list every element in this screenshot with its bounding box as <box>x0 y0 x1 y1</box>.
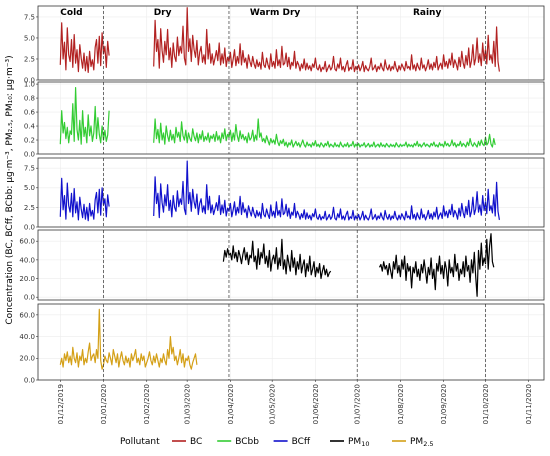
panel-pm10: 0.0 20.0 40.0 60.0 <box>19 229 545 302</box>
x-tick-label: 01/03/2020 <box>184 384 192 424</box>
legend-item: BCff <box>273 437 311 447</box>
y-tick-label: 0.8 <box>24 94 35 102</box>
series-line-bcff <box>153 160 500 221</box>
y-tick-label: 60.0 <box>19 238 35 246</box>
season-label: Dry <box>154 8 172 18</box>
y-tick-label: 7.5 <box>24 13 35 21</box>
y-tick-label: 20.0 <box>19 275 35 283</box>
series-line-bcff <box>59 177 110 222</box>
y-tick-label: 40.0 <box>19 333 35 341</box>
panel-pm25: 0.0 20.0 40.0 60.0 <box>19 303 545 384</box>
y-tick-label: 1.0 <box>24 80 35 88</box>
panel-background <box>38 304 544 380</box>
legend-label-subscript: 2.5 <box>423 440 433 448</box>
panel-bc: 0.0 2.5 5.0 7.5 Cold Dry Warm Dry Rainy <box>24 5 545 84</box>
series-line-bc <box>59 22 110 73</box>
y-tick-label: 0.0 <box>24 294 35 302</box>
legend-label: BC <box>190 437 202 447</box>
legend-item: BC <box>172 437 202 447</box>
x-tick-label: 01/04/2020 <box>227 384 235 424</box>
y-tick-label: 0.0 <box>24 376 35 384</box>
series-line-bcbb <box>153 118 496 148</box>
x-tick-label: 01/10/2020 <box>482 384 490 424</box>
x-axis: 01/12/2019 01/01/2020 01/02/2020 01/03/2020… <box>57 380 533 424</box>
y-tick-label: 40.0 <box>19 256 35 264</box>
y-tick-label: 0.0 <box>24 150 35 158</box>
x-tick-label: 01/07/2020 <box>354 384 362 424</box>
x-tick-label: 01/05/2020 <box>269 384 277 424</box>
legend-label: PM2.5 <box>410 437 434 448</box>
legend-label: BCff <box>292 437 311 447</box>
y-axis-title: Concentration (BC, BCff, BCbb: µg·m⁻³, P… <box>5 55 15 324</box>
legend-label: PM10 <box>348 437 369 448</box>
legend-label: BCbb <box>235 437 259 447</box>
x-tick-label: 01/11/2020 <box>525 384 533 424</box>
season-label: Rainy <box>413 8 441 18</box>
y-tick-label: 2.5 <box>24 204 35 212</box>
panel-frame <box>37 81 545 155</box>
y-tick-label: 5.0 <box>24 184 35 192</box>
series-line-pm10 <box>378 233 495 297</box>
series-line-bcbb <box>59 87 110 145</box>
legend-item: PM10 <box>330 437 369 448</box>
panel-frame <box>37 229 545 301</box>
y-tick-label: 5.0 <box>24 34 35 42</box>
x-tick-label: 01/01/2020 <box>100 384 108 424</box>
x-tick-label: 01/08/2020 <box>397 384 405 424</box>
legend: Pollutant BC BCbb BCff PM10 PM2.5 <box>120 437 434 448</box>
panel-frame <box>37 5 545 81</box>
series-line-pm10 <box>222 238 332 280</box>
x-tick-label: 01/09/2020 <box>440 384 448 424</box>
season-label: Warm Dry <box>250 8 301 18</box>
legend-item: PM2.5 <box>392 437 434 448</box>
legend-item: BCbb <box>217 437 259 447</box>
chart-panels: 0.02.55.07.5 Cold Dry Warm Dry Rainy0.00.20.… <box>19 5 545 384</box>
y-tick-label: 0.6 <box>24 108 36 116</box>
y-tick-label: 7.5 <box>24 165 35 173</box>
panel-frame <box>37 157 545 228</box>
panel-bcff: 0.0 2.5 5.0 7.5 <box>24 157 545 231</box>
x-tick-label: 01/12/2019 <box>57 384 65 424</box>
legend-title: Pollutant <box>120 437 160 447</box>
y-tick-label: 20.0 <box>19 355 35 363</box>
legend-label-subscript: 10 <box>361 440 369 448</box>
panel-frame <box>37 303 545 381</box>
x-tick-label: 01/02/2020 <box>143 384 151 424</box>
series-line-bc <box>153 7 500 73</box>
y-tick-label: 0.0 <box>24 223 35 231</box>
y-tick-label: 2.5 <box>24 55 35 63</box>
y-tick-label: 0.2 <box>24 136 35 144</box>
panel-bcbb: 0.0 0.2 0.4 0.6 0.8 1.0 <box>24 80 545 158</box>
series-line-pm25 <box>59 308 198 370</box>
season-label: Cold <box>60 8 82 18</box>
x-tick-label: 01/06/2020 <box>312 384 320 424</box>
y-tick-label: 0.0 <box>24 76 35 84</box>
y-axis-label: Concentration (BC, BCff, BCbb: µg·m⁻³, P… <box>5 55 15 324</box>
y-tick-label: 60.0 <box>19 311 35 319</box>
y-tick-label: 0.4 <box>24 122 36 130</box>
